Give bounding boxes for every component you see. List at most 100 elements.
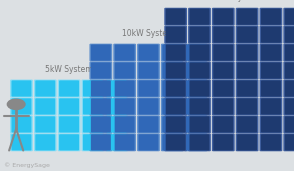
FancyBboxPatch shape: [89, 97, 112, 115]
FancyBboxPatch shape: [91, 98, 111, 115]
FancyBboxPatch shape: [164, 133, 187, 151]
FancyBboxPatch shape: [260, 62, 282, 80]
FancyBboxPatch shape: [162, 44, 182, 61]
FancyBboxPatch shape: [115, 80, 135, 97]
FancyBboxPatch shape: [237, 80, 257, 97]
FancyBboxPatch shape: [212, 44, 235, 62]
FancyBboxPatch shape: [188, 80, 211, 97]
FancyBboxPatch shape: [186, 116, 206, 133]
FancyBboxPatch shape: [166, 80, 186, 97]
FancyBboxPatch shape: [113, 80, 136, 97]
FancyBboxPatch shape: [261, 62, 281, 79]
FancyBboxPatch shape: [213, 44, 233, 61]
FancyBboxPatch shape: [162, 62, 182, 79]
FancyBboxPatch shape: [237, 27, 257, 43]
FancyBboxPatch shape: [105, 115, 128, 133]
FancyBboxPatch shape: [285, 62, 294, 79]
FancyBboxPatch shape: [166, 27, 186, 43]
FancyBboxPatch shape: [161, 44, 184, 62]
FancyBboxPatch shape: [91, 116, 111, 133]
FancyBboxPatch shape: [34, 97, 57, 115]
FancyBboxPatch shape: [237, 116, 257, 133]
FancyBboxPatch shape: [237, 98, 257, 115]
FancyBboxPatch shape: [283, 8, 294, 26]
FancyBboxPatch shape: [236, 44, 258, 62]
FancyBboxPatch shape: [188, 62, 211, 80]
FancyBboxPatch shape: [260, 44, 282, 62]
FancyBboxPatch shape: [188, 133, 211, 151]
FancyBboxPatch shape: [186, 62, 206, 79]
FancyBboxPatch shape: [34, 115, 57, 133]
FancyBboxPatch shape: [35, 98, 55, 115]
FancyBboxPatch shape: [186, 44, 206, 61]
FancyBboxPatch shape: [83, 134, 103, 150]
FancyBboxPatch shape: [91, 134, 111, 150]
FancyBboxPatch shape: [138, 98, 158, 115]
FancyBboxPatch shape: [260, 115, 282, 133]
FancyBboxPatch shape: [35, 80, 55, 97]
FancyBboxPatch shape: [59, 98, 79, 115]
FancyBboxPatch shape: [285, 44, 294, 61]
FancyBboxPatch shape: [35, 116, 55, 133]
FancyBboxPatch shape: [236, 115, 258, 133]
FancyBboxPatch shape: [185, 115, 208, 133]
FancyBboxPatch shape: [89, 115, 112, 133]
FancyBboxPatch shape: [185, 44, 208, 62]
FancyBboxPatch shape: [186, 134, 206, 150]
FancyBboxPatch shape: [188, 26, 211, 44]
Text: 15kW System: 15kW System: [209, 0, 261, 2]
FancyBboxPatch shape: [83, 116, 103, 133]
FancyBboxPatch shape: [237, 134, 257, 150]
FancyBboxPatch shape: [189, 27, 209, 43]
FancyBboxPatch shape: [261, 134, 281, 150]
FancyBboxPatch shape: [236, 8, 258, 26]
FancyBboxPatch shape: [189, 116, 209, 133]
FancyBboxPatch shape: [89, 133, 112, 151]
FancyBboxPatch shape: [261, 98, 281, 115]
FancyBboxPatch shape: [11, 134, 31, 150]
FancyBboxPatch shape: [10, 80, 33, 97]
FancyBboxPatch shape: [285, 116, 294, 133]
FancyBboxPatch shape: [59, 134, 79, 150]
Text: 5kW System: 5kW System: [45, 64, 93, 74]
FancyBboxPatch shape: [162, 116, 182, 133]
FancyBboxPatch shape: [89, 62, 112, 80]
FancyBboxPatch shape: [185, 97, 208, 115]
FancyBboxPatch shape: [166, 134, 186, 150]
FancyBboxPatch shape: [236, 133, 258, 151]
FancyBboxPatch shape: [107, 116, 127, 133]
FancyBboxPatch shape: [260, 80, 282, 97]
FancyBboxPatch shape: [283, 26, 294, 44]
FancyBboxPatch shape: [236, 62, 258, 80]
FancyBboxPatch shape: [164, 44, 187, 62]
FancyBboxPatch shape: [161, 115, 184, 133]
FancyBboxPatch shape: [189, 134, 209, 150]
FancyBboxPatch shape: [166, 44, 186, 61]
FancyBboxPatch shape: [189, 98, 209, 115]
FancyBboxPatch shape: [166, 98, 186, 115]
FancyBboxPatch shape: [186, 98, 206, 115]
Text: 10kW System: 10kW System: [122, 29, 175, 38]
FancyBboxPatch shape: [285, 80, 294, 97]
FancyBboxPatch shape: [189, 62, 209, 79]
FancyBboxPatch shape: [166, 116, 186, 133]
FancyBboxPatch shape: [213, 27, 233, 43]
FancyBboxPatch shape: [188, 115, 211, 133]
FancyBboxPatch shape: [58, 80, 81, 97]
FancyBboxPatch shape: [283, 97, 294, 115]
FancyBboxPatch shape: [35, 134, 55, 150]
FancyBboxPatch shape: [161, 97, 184, 115]
FancyBboxPatch shape: [164, 62, 187, 80]
FancyBboxPatch shape: [212, 62, 235, 80]
FancyBboxPatch shape: [11, 98, 31, 115]
FancyBboxPatch shape: [11, 80, 31, 97]
FancyBboxPatch shape: [261, 44, 281, 61]
FancyBboxPatch shape: [81, 97, 104, 115]
FancyBboxPatch shape: [213, 134, 233, 150]
FancyBboxPatch shape: [261, 116, 281, 133]
FancyBboxPatch shape: [105, 133, 128, 151]
FancyBboxPatch shape: [115, 134, 135, 150]
FancyBboxPatch shape: [83, 98, 103, 115]
FancyBboxPatch shape: [137, 62, 160, 80]
FancyBboxPatch shape: [212, 8, 235, 26]
